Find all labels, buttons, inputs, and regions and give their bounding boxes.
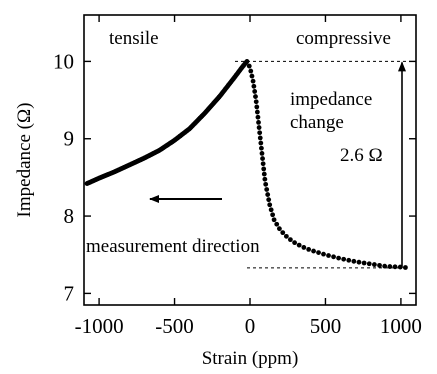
data-point [257,135,263,141]
impedance-change-value: 2.6 Ω [340,145,383,166]
data-point [371,262,377,267]
tick-labels: -1000 -500 0 500 1000 7 8 9 10 [53,49,422,338]
data-point [263,181,269,187]
data-point [267,202,273,208]
data-point [311,248,316,254]
data-point [260,161,266,167]
measurement-direction-label: measurement direction [86,236,260,257]
data-point [260,156,265,161]
data-point [254,109,260,115]
compressive-label: compressive [296,28,391,49]
x-tick-label: -500 [155,314,194,338]
data-point [258,140,264,146]
data-point [252,89,258,94]
x-tick-label: 500 [310,314,342,338]
data-point [341,256,347,262]
data-point [259,145,264,151]
data-point [283,233,289,239]
data-point [250,78,256,84]
y-tick-label: 8 [64,204,75,228]
data-point [276,226,282,232]
data-point [321,251,326,257]
data-point [356,259,362,265]
data-point [251,83,257,89]
tensile-label: tensile [109,28,159,49]
x-tick-label: 0 [245,314,256,338]
data-point [264,187,270,192]
data-point [244,59,250,64]
data-point [262,176,268,182]
data-point [316,250,321,256]
data-point [287,237,293,243]
data-point [296,242,302,248]
y-axis-label: Impedance (Ω) [14,103,35,218]
x-tick-label: -1000 [75,314,124,338]
data-point [382,263,388,269]
data-point [253,94,258,99]
data-point [257,130,263,136]
data-point [261,171,267,177]
impedance-change-label-line1: impedance [290,89,372,110]
data-point [254,104,260,110]
data-point [256,125,262,130]
data-point [266,197,272,203]
y-tick-label: 7 [64,281,75,305]
data-point [306,246,312,252]
data-point [351,258,357,264]
data-point [377,262,382,268]
data-point [326,253,331,258]
data-point [292,240,298,246]
impedance-change-label-line2: change [290,112,344,133]
data-point [265,192,271,197]
data-point [261,166,267,172]
data-point [248,68,254,74]
data-point [361,260,367,266]
data-point [246,63,252,69]
data-point [274,221,280,227]
data-point [280,230,286,236]
data-point [392,264,398,270]
data-point [270,212,276,218]
data-point [256,119,261,125]
x-tick-label: 1000 [380,314,422,338]
tick-marks [84,15,416,305]
data-point [253,99,259,105]
y-tick-label: 9 [64,127,75,151]
data-point [271,217,277,223]
data-point [259,150,265,156]
data-point [249,73,255,79]
data-points [84,59,408,270]
data-point [346,257,352,263]
data-point [336,255,341,261]
x-axis-label: Strain (ppm) [202,348,299,369]
y-tick-label: 10 [53,49,74,73]
data-point [301,245,307,250]
data-point [366,261,372,267]
data-point [331,254,336,260]
data-point [255,114,261,120]
data-point [268,207,274,213]
